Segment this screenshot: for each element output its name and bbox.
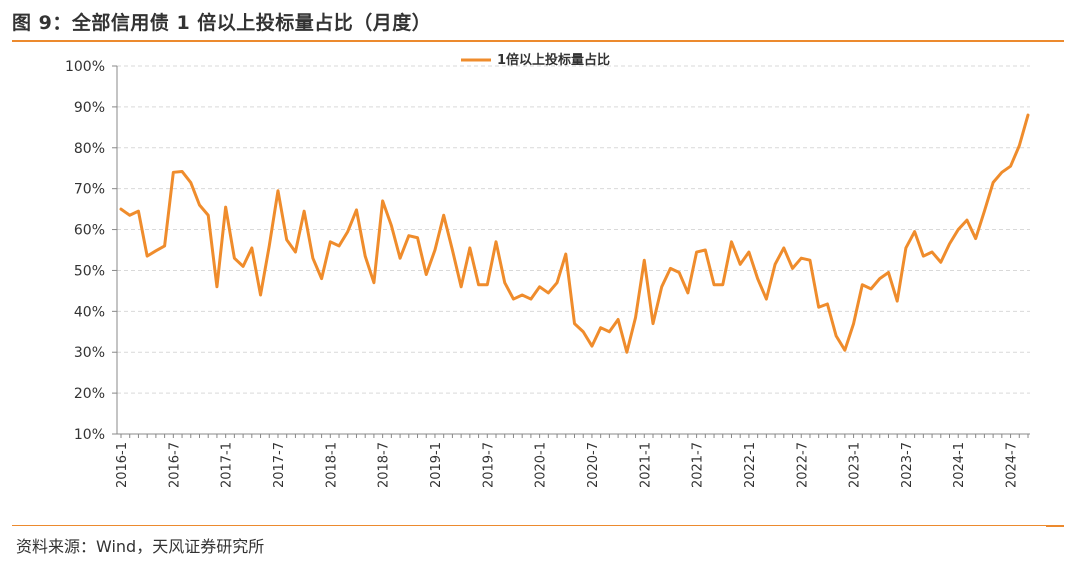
- x-tick-label: 2018-1: [324, 442, 339, 488]
- x-tick-label: 2023-1: [848, 442, 863, 488]
- bottom-divider: [12, 525, 1064, 526]
- x-axis-ticks: 2016-1 2016-7 2017-1 2017-7 2018-1 2018-7 2019…: [115, 434, 1029, 488]
- bottom-divider-accent: [1046, 525, 1064, 527]
- x-tick-label: 2017-1: [220, 442, 235, 488]
- legend-label: 1倍以上投标量占比: [497, 52, 610, 68]
- x-tick-label: 2024-1: [952, 442, 967, 488]
- x-tick-label: 2020-1: [534, 442, 549, 488]
- top-divider: [12, 40, 1064, 42]
- grid-lines: [117, 65, 1030, 394]
- y-tick-label: 60%: [74, 223, 105, 239]
- x-tick-label: 2021-1: [638, 442, 653, 488]
- legend: 1倍以上投标量占比: [461, 52, 610, 68]
- axes: [116, 66, 1030, 435]
- series-line: [119, 113, 1030, 354]
- x-tick-label: 2020-7: [586, 442, 601, 488]
- y-axis-ticks: 10% 20% 30% 40% 50% 60% 70% 80% 90% 100%: [65, 59, 117, 443]
- source-note: 资料来源：Wind，天风证券研究所: [16, 537, 265, 556]
- x-tick-label: 2022-1: [743, 442, 758, 488]
- x-tick-label: 2024-7: [1005, 442, 1020, 488]
- chart-title: 图 9：全部信用债 1 倍以上投标量占比（月度）: [12, 12, 432, 34]
- x-tick-label: 2022-7: [795, 442, 810, 488]
- y-tick-label: 50%: [74, 263, 105, 279]
- y-tick-label: 70%: [74, 182, 105, 198]
- y-tick-label: 40%: [74, 304, 105, 320]
- y-tick-label: 10%: [74, 427, 105, 443]
- x-tick-label: 2023-7: [900, 442, 915, 488]
- x-tick-label: 2017-7: [272, 442, 287, 488]
- x-tick-label: 2016-7: [167, 442, 182, 488]
- y-tick-label: 80%: [74, 141, 105, 157]
- y-tick-label: 100%: [65, 59, 105, 75]
- y-tick-label: 20%: [74, 386, 105, 402]
- x-tick-label: 2016-1: [115, 442, 130, 488]
- x-tick-label: 2019-7: [481, 442, 496, 488]
- x-tick-label: 2019-1: [429, 442, 444, 488]
- y-tick-label: 30%: [74, 345, 105, 361]
- x-tick-label: 2021-7: [691, 442, 706, 488]
- y-tick-label: 90%: [74, 100, 105, 116]
- x-tick-label: 2018-7: [377, 442, 392, 488]
